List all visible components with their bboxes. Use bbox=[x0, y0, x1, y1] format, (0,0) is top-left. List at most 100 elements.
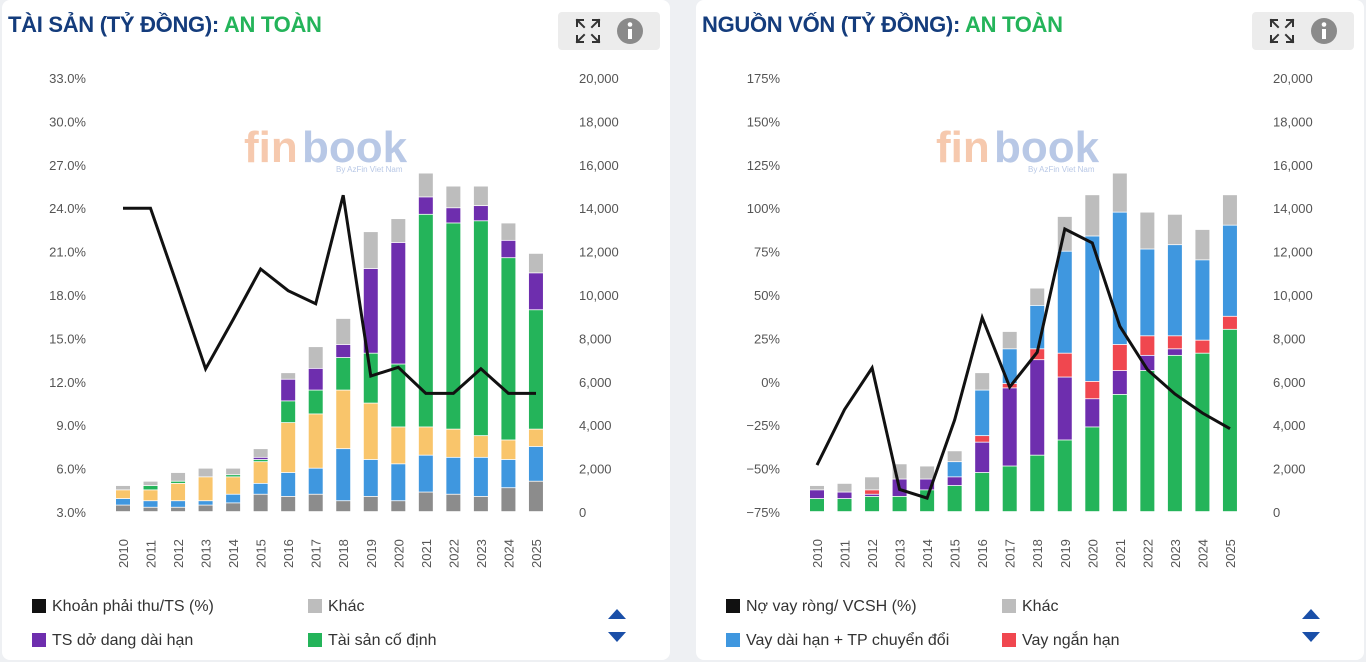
bar-segment bbox=[1085, 195, 1100, 236]
bar-segment bbox=[473, 436, 488, 457]
bar-segment bbox=[1222, 195, 1237, 225]
ratio-line bbox=[815, 226, 1231, 500]
bar-segment bbox=[501, 440, 516, 460]
x-tick-label: 2018 bbox=[1030, 539, 1045, 568]
y-left-tick-label: 75% bbox=[754, 245, 780, 260]
bar-segment bbox=[281, 472, 296, 497]
x-tick-label: 2022 bbox=[1140, 539, 1155, 568]
bar-segment bbox=[253, 457, 268, 460]
y-left-tick-label: 12.0% bbox=[49, 375, 86, 390]
bar-segment bbox=[308, 494, 323, 512]
bar-segment bbox=[473, 457, 488, 497]
y-right-tick-label: 10,000 bbox=[1273, 288, 1313, 303]
watermark-book: book bbox=[994, 123, 1100, 172]
bar-segment bbox=[446, 494, 461, 512]
y-left-tick-label: 0% bbox=[761, 375, 780, 390]
bar-segment bbox=[198, 501, 213, 505]
y-right-tick-label: 14,000 bbox=[1273, 201, 1313, 216]
y-left-tick-label: 175% bbox=[747, 71, 781, 86]
bar-segment bbox=[473, 496, 488, 512]
bar-segment bbox=[473, 186, 488, 206]
legend-item-fixed-assets[interactable]: Tài sản cố định bbox=[308, 631, 437, 651]
bar-segment bbox=[391, 464, 406, 501]
info-button[interactable] bbox=[616, 17, 644, 45]
legend-item-other[interactable]: Khác bbox=[1002, 597, 1058, 617]
bar-segment bbox=[865, 496, 880, 512]
bar-segment bbox=[1222, 329, 1237, 512]
watermark-fin: fin bbox=[244, 123, 298, 172]
ratio-line bbox=[123, 194, 536, 395]
bar-segment bbox=[336, 501, 351, 512]
bar-segment bbox=[1030, 288, 1045, 306]
bar-segment bbox=[1057, 353, 1072, 377]
bar-segment bbox=[810, 485, 824, 490]
bar-segment bbox=[336, 344, 351, 358]
y-left-tick-label: 15.0% bbox=[49, 331, 86, 346]
bar-segment bbox=[171, 472, 186, 481]
bar-segment bbox=[1112, 344, 1127, 371]
legend-prev-icon[interactable] bbox=[1300, 607, 1322, 621]
bar-segment bbox=[391, 427, 406, 464]
y-left-tick-label: 50% bbox=[754, 288, 780, 303]
bar-segment bbox=[116, 498, 130, 505]
watermark-byline: By AzFin Viet Nam bbox=[336, 165, 403, 174]
legend-item-receivables[interactable]: Khoản phải thu/TS (%) bbox=[32, 597, 214, 617]
y-left-tick-label: −25% bbox=[746, 418, 780, 433]
legend-item-construction-in-progress[interactable]: TS dở dang dài hạn bbox=[32, 631, 193, 651]
info-button[interactable] bbox=[1310, 17, 1338, 45]
bar-segment bbox=[528, 481, 543, 512]
bar-segment bbox=[947, 477, 962, 486]
bar-segment bbox=[528, 446, 543, 481]
y-right-tick-label: 0 bbox=[579, 505, 586, 520]
bar-segment bbox=[1030, 360, 1045, 455]
y-left-tick-label: 21.0% bbox=[49, 245, 86, 260]
bar-segment bbox=[418, 455, 433, 492]
bar-segment bbox=[391, 364, 406, 427]
bar-segment bbox=[281, 373, 296, 379]
legend-item-long-term-loans[interactable]: Vay dài hạn + TP chuyển đổi bbox=[726, 631, 949, 651]
x-tick-label: 2025 bbox=[529, 539, 544, 568]
bar-segment bbox=[446, 457, 461, 494]
bar-segment bbox=[1057, 251, 1072, 353]
legend-next-icon[interactable] bbox=[606, 630, 628, 644]
expand-button[interactable] bbox=[574, 17, 602, 45]
bar-segment bbox=[892, 496, 907, 512]
x-tick-label: 2020 bbox=[391, 539, 406, 568]
y-right-tick-label: 8,000 bbox=[1273, 331, 1306, 346]
bar-segment bbox=[308, 347, 323, 368]
y-left-tick-label: −75% bbox=[746, 505, 780, 520]
bar-segment bbox=[975, 436, 990, 442]
bar-segment bbox=[501, 240, 516, 258]
x-tick-label: 2024 bbox=[1195, 539, 1210, 568]
y-right-tick-label: 16,000 bbox=[579, 158, 619, 173]
x-tick-label: 2016 bbox=[281, 539, 296, 568]
y-left-tick-label: 18.0% bbox=[49, 288, 86, 303]
bar-segment bbox=[1002, 388, 1017, 466]
bar-segment bbox=[363, 232, 378, 269]
x-tick-label: 2014 bbox=[920, 539, 935, 568]
y-right-tick-label: 20,000 bbox=[1273, 71, 1313, 86]
bar-segment bbox=[253, 494, 268, 512]
legend-item-other[interactable]: Khác bbox=[308, 597, 364, 617]
expand-button[interactable] bbox=[1268, 17, 1296, 45]
legend-prev-icon[interactable] bbox=[606, 607, 628, 621]
bar-segment bbox=[171, 501, 186, 507]
legend-item-short-term-loans[interactable]: Vay ngắn hạn bbox=[1002, 631, 1120, 651]
x-tick-label: 2010 bbox=[810, 539, 825, 568]
x-tick-label: 2022 bbox=[446, 539, 461, 568]
x-tick-label: 2020 bbox=[1085, 539, 1100, 568]
bar-segment bbox=[1222, 225, 1237, 316]
x-tick-label: 2012 bbox=[865, 539, 880, 568]
y-right-tick-label: 18,000 bbox=[1273, 114, 1313, 129]
bar-segment bbox=[1140, 249, 1155, 336]
y-left-tick-label: 33.0% bbox=[49, 71, 86, 86]
bar-segment bbox=[865, 490, 880, 494]
bar-segment bbox=[1195, 229, 1210, 260]
x-tick-label: 2025 bbox=[1223, 539, 1238, 568]
legend-next-icon[interactable] bbox=[1300, 630, 1322, 644]
legend-item-net-debt-equity[interactable]: Nợ vay ròng/ VCSH (%) bbox=[726, 597, 917, 617]
bar-segment bbox=[336, 390, 351, 449]
bar-segment bbox=[226, 468, 241, 475]
y-right-tick-label: 8,000 bbox=[579, 331, 612, 346]
